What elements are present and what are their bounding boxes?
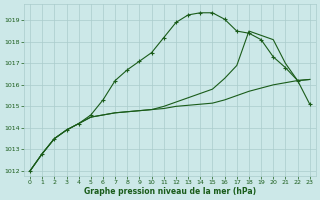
X-axis label: Graphe pression niveau de la mer (hPa): Graphe pression niveau de la mer (hPa) xyxy=(84,187,256,196)
